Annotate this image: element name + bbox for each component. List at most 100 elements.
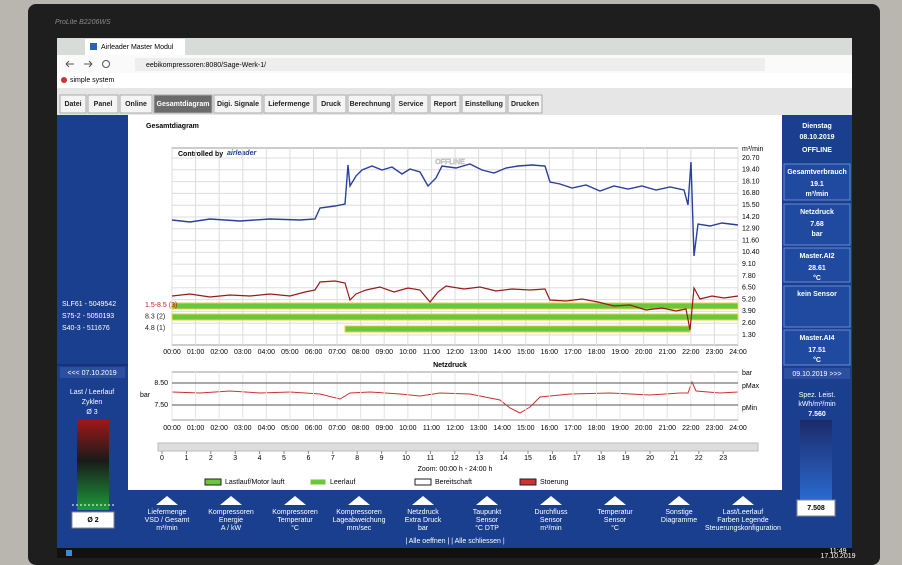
- button-label[interactable]: Last/Leerlauf: [723, 509, 764, 516]
- button-label[interactable]: Sensor: [540, 517, 563, 524]
- browser-tab[interactable]: [85, 39, 185, 55]
- x-tick-label: 10:00: [399, 425, 417, 432]
- button-label[interactable]: VSD / Gesamt: [145, 517, 190, 524]
- y-tick-label: 11.60: [742, 237, 759, 244]
- button-label[interactable]: °C DTP: [475, 524, 499, 532]
- menu-tab[interactable]: [315, 94, 347, 114]
- menu-tab[interactable]: [87, 94, 119, 114]
- start-button[interactable]: [66, 550, 72, 556]
- button-icon[interactable]: [220, 496, 242, 505]
- button-label[interactable]: Sensor: [476, 517, 499, 524]
- button-icon[interactable]: [604, 496, 626, 505]
- button-icon[interactable]: [732, 496, 754, 505]
- level-label: 1.5-8.5 (3): [145, 302, 177, 309]
- x-tick-label: 07:00: [328, 349, 346, 356]
- button-label[interactable]: Farben Legende: [717, 517, 768, 524]
- button-label[interactable]: Taupunkt: [473, 509, 501, 516]
- button-label[interactable]: mm/sec: [347, 525, 372, 532]
- x-tick-label: 01:00: [187, 349, 205, 356]
- pressure-trace: [171, 380, 739, 414]
- menu-tab[interactable]: [263, 94, 315, 114]
- x-tick-label: 08:00: [352, 349, 370, 356]
- x-tick-label: 17:00: [564, 349, 582, 356]
- menu-tab[interactable]: [119, 94, 153, 114]
- zoom-label: Zoom: 00:00 h - 24:00 h: [418, 466, 493, 473]
- x-tick-label: 15:00: [517, 425, 535, 432]
- prev-day[interactable]: [60, 367, 125, 378]
- slider-hour: 14: [500, 455, 508, 462]
- button-icon[interactable]: [156, 496, 178, 505]
- button-label[interactable]: Liefermenge: [148, 509, 187, 516]
- button-label[interactable]: Sonstige: [665, 509, 692, 516]
- info-card: [783, 285, 851, 328]
- next-day[interactable]: [784, 368, 850, 379]
- legend-swatch: [414, 478, 432, 486]
- bookmark[interactable]: simple system: [70, 77, 115, 84]
- button-label[interactable]: Extra Druck: [405, 517, 442, 524]
- button-label[interactable]: Energie: [219, 517, 243, 524]
- button-label[interactable]: bar: [418, 525, 429, 532]
- legend-label: Stoerung: [540, 479, 569, 486]
- info-card: [783, 163, 851, 201]
- button-label[interactable]: Kompressoren: [208, 509, 254, 516]
- menu-tab[interactable]: [347, 94, 393, 114]
- x-tick-label: 11:00: [423, 349, 440, 356]
- button-label[interactable]: °C: [611, 524, 619, 532]
- spec-gauge-value: 7.508: [807, 505, 825, 512]
- button-icon[interactable]: [348, 496, 370, 505]
- button-label[interactable]: Temperatur: [597, 509, 633, 516]
- button-label[interactable]: Steuerungskonfiguration: [705, 525, 781, 532]
- button-icon[interactable]: [668, 496, 690, 505]
- button-label[interactable]: Kompressoren: [272, 509, 318, 516]
- y-tick-label: 10.40: [742, 249, 760, 256]
- menu-tab[interactable]: [59, 94, 87, 114]
- menu-tab[interactable]: [507, 94, 543, 114]
- y-tick-label: 7.80: [742, 273, 756, 280]
- menu-tab[interactable]: [393, 94, 429, 114]
- status-day: Dienstag: [802, 123, 832, 130]
- open-close-links[interactable]: | Alle oeffnen | | Alle schliessen |: [405, 538, 505, 545]
- bookmark-bar: [57, 73, 852, 88]
- x-tick-label: 21:00: [658, 349, 676, 356]
- menu-tab[interactable]: [461, 94, 507, 114]
- x-tick-label: 24:00: [729, 425, 747, 432]
- menu-label: Gesamtdiagram: [157, 101, 210, 108]
- y-tick-label: 9.10: [742, 261, 756, 268]
- zoom-slider[interactable]: [157, 442, 759, 452]
- button-label[interactable]: °C: [291, 524, 299, 532]
- menu-tab[interactable]: [213, 94, 263, 114]
- button-icon[interactable]: [412, 496, 434, 505]
- taskbar: [57, 548, 852, 558]
- menu-tab[interactable]: [429, 94, 461, 114]
- card-value: 7.68: [810, 221, 824, 228]
- button-icon[interactable]: [476, 496, 498, 505]
- button-label[interactable]: Lageabweichung: [333, 517, 386, 524]
- cycles-label: Last / Leerlauf: [70, 389, 114, 396]
- button-label[interactable]: m³/min: [156, 525, 177, 532]
- button-label[interactable]: Diagramme: [661, 517, 697, 524]
- spec-gauge: [800, 420, 832, 500]
- button-label[interactable]: Kompressoren: [336, 509, 382, 516]
- gauge-box: [71, 511, 115, 529]
- reload[interactable]: [102, 60, 110, 68]
- menu-label: Liefermenge: [268, 101, 310, 108]
- button-label[interactable]: Durchfluss: [534, 509, 568, 516]
- button-label[interactable]: Temperatur: [277, 517, 313, 524]
- button-icon[interactable]: [540, 496, 562, 505]
- slider-hour: 16: [549, 455, 557, 462]
- button-label[interactable]: Sensor: [604, 517, 627, 524]
- nav-arrows[interactable]: [65, 60, 93, 68]
- card-label: Netzdruck: [800, 209, 834, 216]
- button-label[interactable]: m³/min: [540, 525, 561, 532]
- button-label[interactable]: A / kW: [221, 525, 242, 532]
- level-label: 8.3 (2): [145, 313, 165, 320]
- button-icon[interactable]: [284, 496, 306, 505]
- card-label: Gesamtverbrauch: [787, 169, 847, 176]
- legend-swatch: [519, 478, 537, 486]
- x-tick-label: 02:00: [210, 349, 228, 356]
- button-label[interactable]: Netzdruck: [407, 509, 439, 516]
- menu-tab[interactable]: [153, 94, 213, 114]
- url-box[interactable]: [135, 58, 765, 71]
- cycles-label: Zyklen: [82, 399, 103, 406]
- bookmark-icon: [61, 77, 67, 83]
